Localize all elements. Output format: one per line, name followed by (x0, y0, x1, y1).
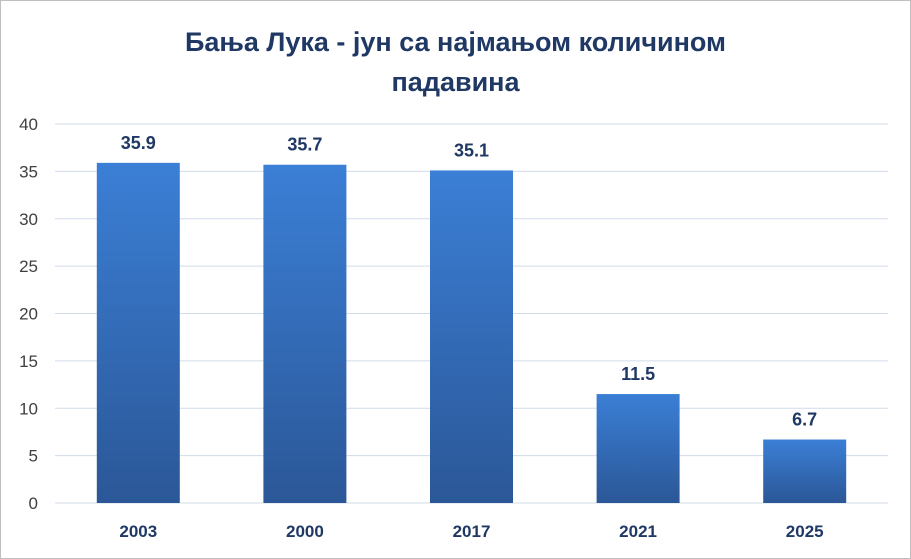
x-tick-label: 2000 (286, 522, 324, 541)
data-label: 35.9 (121, 133, 156, 153)
x-tick-label: 2021 (619, 522, 657, 541)
x-tick-label: 2003 (119, 522, 157, 541)
bar (430, 170, 513, 504)
y-tick-label: 5 (29, 447, 38, 466)
bar (263, 164, 347, 503)
x-tick-label: 2025 (786, 522, 824, 541)
y-tick-label: 25 (19, 257, 38, 276)
chart-title-line-2: падавина (391, 67, 520, 97)
data-label: 35.7 (287, 135, 322, 155)
data-label: 11.5 (621, 364, 655, 384)
data-label: 35.1 (454, 140, 489, 160)
y-tick-label: 10 (19, 399, 38, 418)
chart-title: Бања Лука - јун са најмањом количином па… (0, 22, 911, 102)
chart-title-line-1: Бања Лука - јун са најмањом количином (184, 27, 727, 57)
y-tick-label: 0 (29, 494, 38, 513)
x-tick-label: 2017 (453, 522, 491, 541)
y-tick-label: 15 (19, 352, 38, 371)
x-axis: 2003 2000 2017 2021 2025 (119, 522, 823, 541)
y-tick-label: 40 (19, 115, 38, 134)
y-tick-label: 20 (19, 305, 38, 324)
bar (596, 394, 680, 503)
y-axis: 0 5 10 15 20 25 30 35 40 (19, 115, 38, 513)
y-tick-label: 30 (19, 210, 38, 229)
data-label: 6.7 (792, 410, 817, 430)
bar (96, 162, 180, 503)
bar (763, 439, 847, 503)
y-tick-label: 35 (19, 162, 38, 181)
data-labels: 35.9 35.7 35.1 11.5 6.7 (121, 133, 817, 430)
bars (96, 162, 847, 504)
